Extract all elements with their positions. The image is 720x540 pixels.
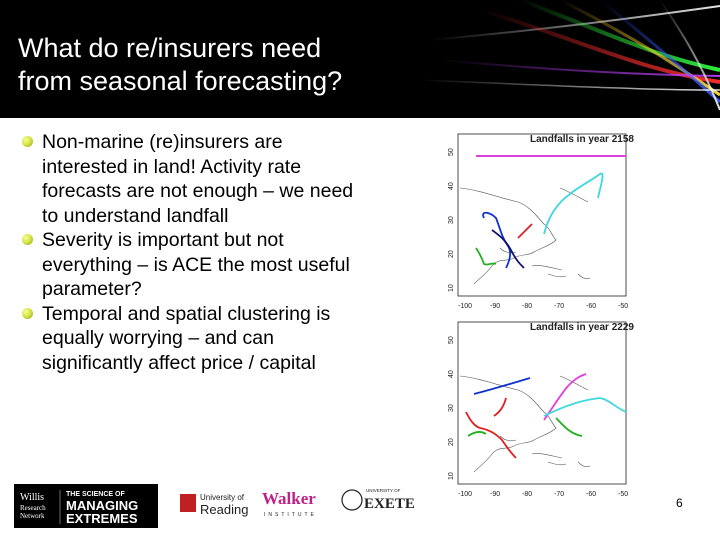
storm-track — [543, 397, 627, 417]
bullet-item: Non-marine (re)insurers are interested i… — [22, 130, 372, 228]
storm-track — [473, 377, 531, 395]
bullet-text: Severity is important but not everything… — [42, 229, 350, 300]
willis-logo-line1: Willis — [20, 492, 44, 503]
islands — [531, 265, 591, 280]
storm-track — [555, 417, 583, 437]
sponsor-logos: Willis Research Network THE SCIENCE OF M… — [14, 484, 426, 528]
map-frame — [457, 133, 627, 297]
y-tick-label: 40 — [448, 182, 455, 190]
x-tick-label: -60 — [586, 303, 596, 310]
storm-track — [543, 373, 587, 421]
reading-crest-icon — [180, 494, 196, 512]
y-tick-label: 10 — [448, 284, 455, 292]
storm-track — [491, 229, 525, 269]
slide-header: What do re/insurers need from seasonal f… — [0, 0, 720, 118]
x-tick-label: -90 — [490, 491, 500, 498]
bullet-item: Temporal and spatial clustering is equal… — [22, 302, 372, 376]
y-tick-label: 20 — [448, 250, 455, 258]
x-tick-label: -70 — [554, 303, 564, 310]
x-tick-label: -60 — [586, 491, 596, 498]
walker-logo-line1: Walker — [262, 489, 316, 508]
bullet-text: Temporal and spatial clustering is equal… — [42, 302, 331, 374]
x-tick-label: -80 — [522, 491, 532, 498]
managing-logo-line2: MANAGING — [66, 498, 138, 513]
storm-track — [493, 397, 507, 417]
x-tick-label: -100 — [458, 303, 472, 310]
bullet-list: Non-marine (re)insurers are interested i… — [22, 130, 372, 375]
managing-logo-line3: EXTREMES — [66, 511, 138, 526]
x-tick-label: -50 — [618, 303, 628, 310]
bullet-dot-icon — [22, 136, 33, 147]
title-line-1: What do re/insurers need — [18, 33, 322, 63]
storm-track — [467, 430, 487, 437]
map-title: Landfalls in year 2158 — [530, 134, 634, 145]
landfall-map-2229: Landfalls in year 2229 10 20 30 40 50 -1… — [448, 321, 634, 498]
y-tick-label: 20 — [448, 438, 455, 446]
page-number: 6 — [676, 496, 683, 510]
willis-logo-line3: Network — [20, 512, 45, 520]
walker-logo-line2: INSTITUTE — [264, 512, 317, 518]
bullet-text: Non-marine (re)insurers are interested i… — [42, 131, 354, 227]
y-tick-label: 10 — [448, 472, 455, 480]
logo-strip: Willis Research Network THE SCIENCE OF M… — [14, 484, 426, 528]
reading-logo-line2: Reading — [200, 502, 248, 517]
reading-logo-line1: University of — [200, 493, 245, 502]
bullet-dot-icon — [22, 234, 33, 245]
x-tick-label: -80 — [522, 303, 532, 310]
light-streaks-graphic — [419, 0, 720, 111]
exeter-logo-small: UNIVERSITY OF — [366, 488, 401, 493]
bullet-item: Severity is important but not everything… — [22, 228, 372, 302]
storm-track — [475, 247, 497, 266]
map-frame — [457, 321, 627, 485]
map-title: Landfalls in year 2229 — [530, 322, 634, 333]
y-tick-label: 30 — [448, 404, 455, 412]
x-tick-label: -70 — [554, 491, 564, 498]
willis-logo-line2: Research — [20, 504, 46, 512]
exeter-logo-main: EXETER — [364, 496, 414, 512]
bullet-dot-icon — [22, 307, 33, 319]
landfall-map-2158: Landfalls in year 2158 10 20 30 40 50 -1… — [448, 133, 634, 310]
x-tick-label: -100 — [458, 491, 472, 498]
title-line-2: from seasonal forecasting? — [18, 66, 343, 96]
y-tick-label: 50 — [448, 336, 455, 344]
x-tick-label: -50 — [618, 491, 628, 498]
willis-logo-bg — [14, 484, 158, 528]
y-tick-label: 50 — [448, 148, 455, 156]
storm-track — [543, 172, 604, 235]
y-tick-label: 30 — [448, 216, 455, 224]
y-tick-label: 40 — [448, 370, 455, 378]
coastline — [459, 375, 589, 473]
storm-track — [517, 223, 533, 239]
storm-track — [465, 411, 517, 459]
x-tick-label: -90 — [490, 303, 500, 310]
exeter-crest-icon — [341, 489, 363, 511]
managing-logo-line1: THE SCIENCE OF — [66, 491, 125, 498]
islands — [531, 453, 591, 468]
slide-title: What do re/insurers need from seasonal f… — [18, 32, 342, 98]
storm-track — [482, 211, 512, 269]
